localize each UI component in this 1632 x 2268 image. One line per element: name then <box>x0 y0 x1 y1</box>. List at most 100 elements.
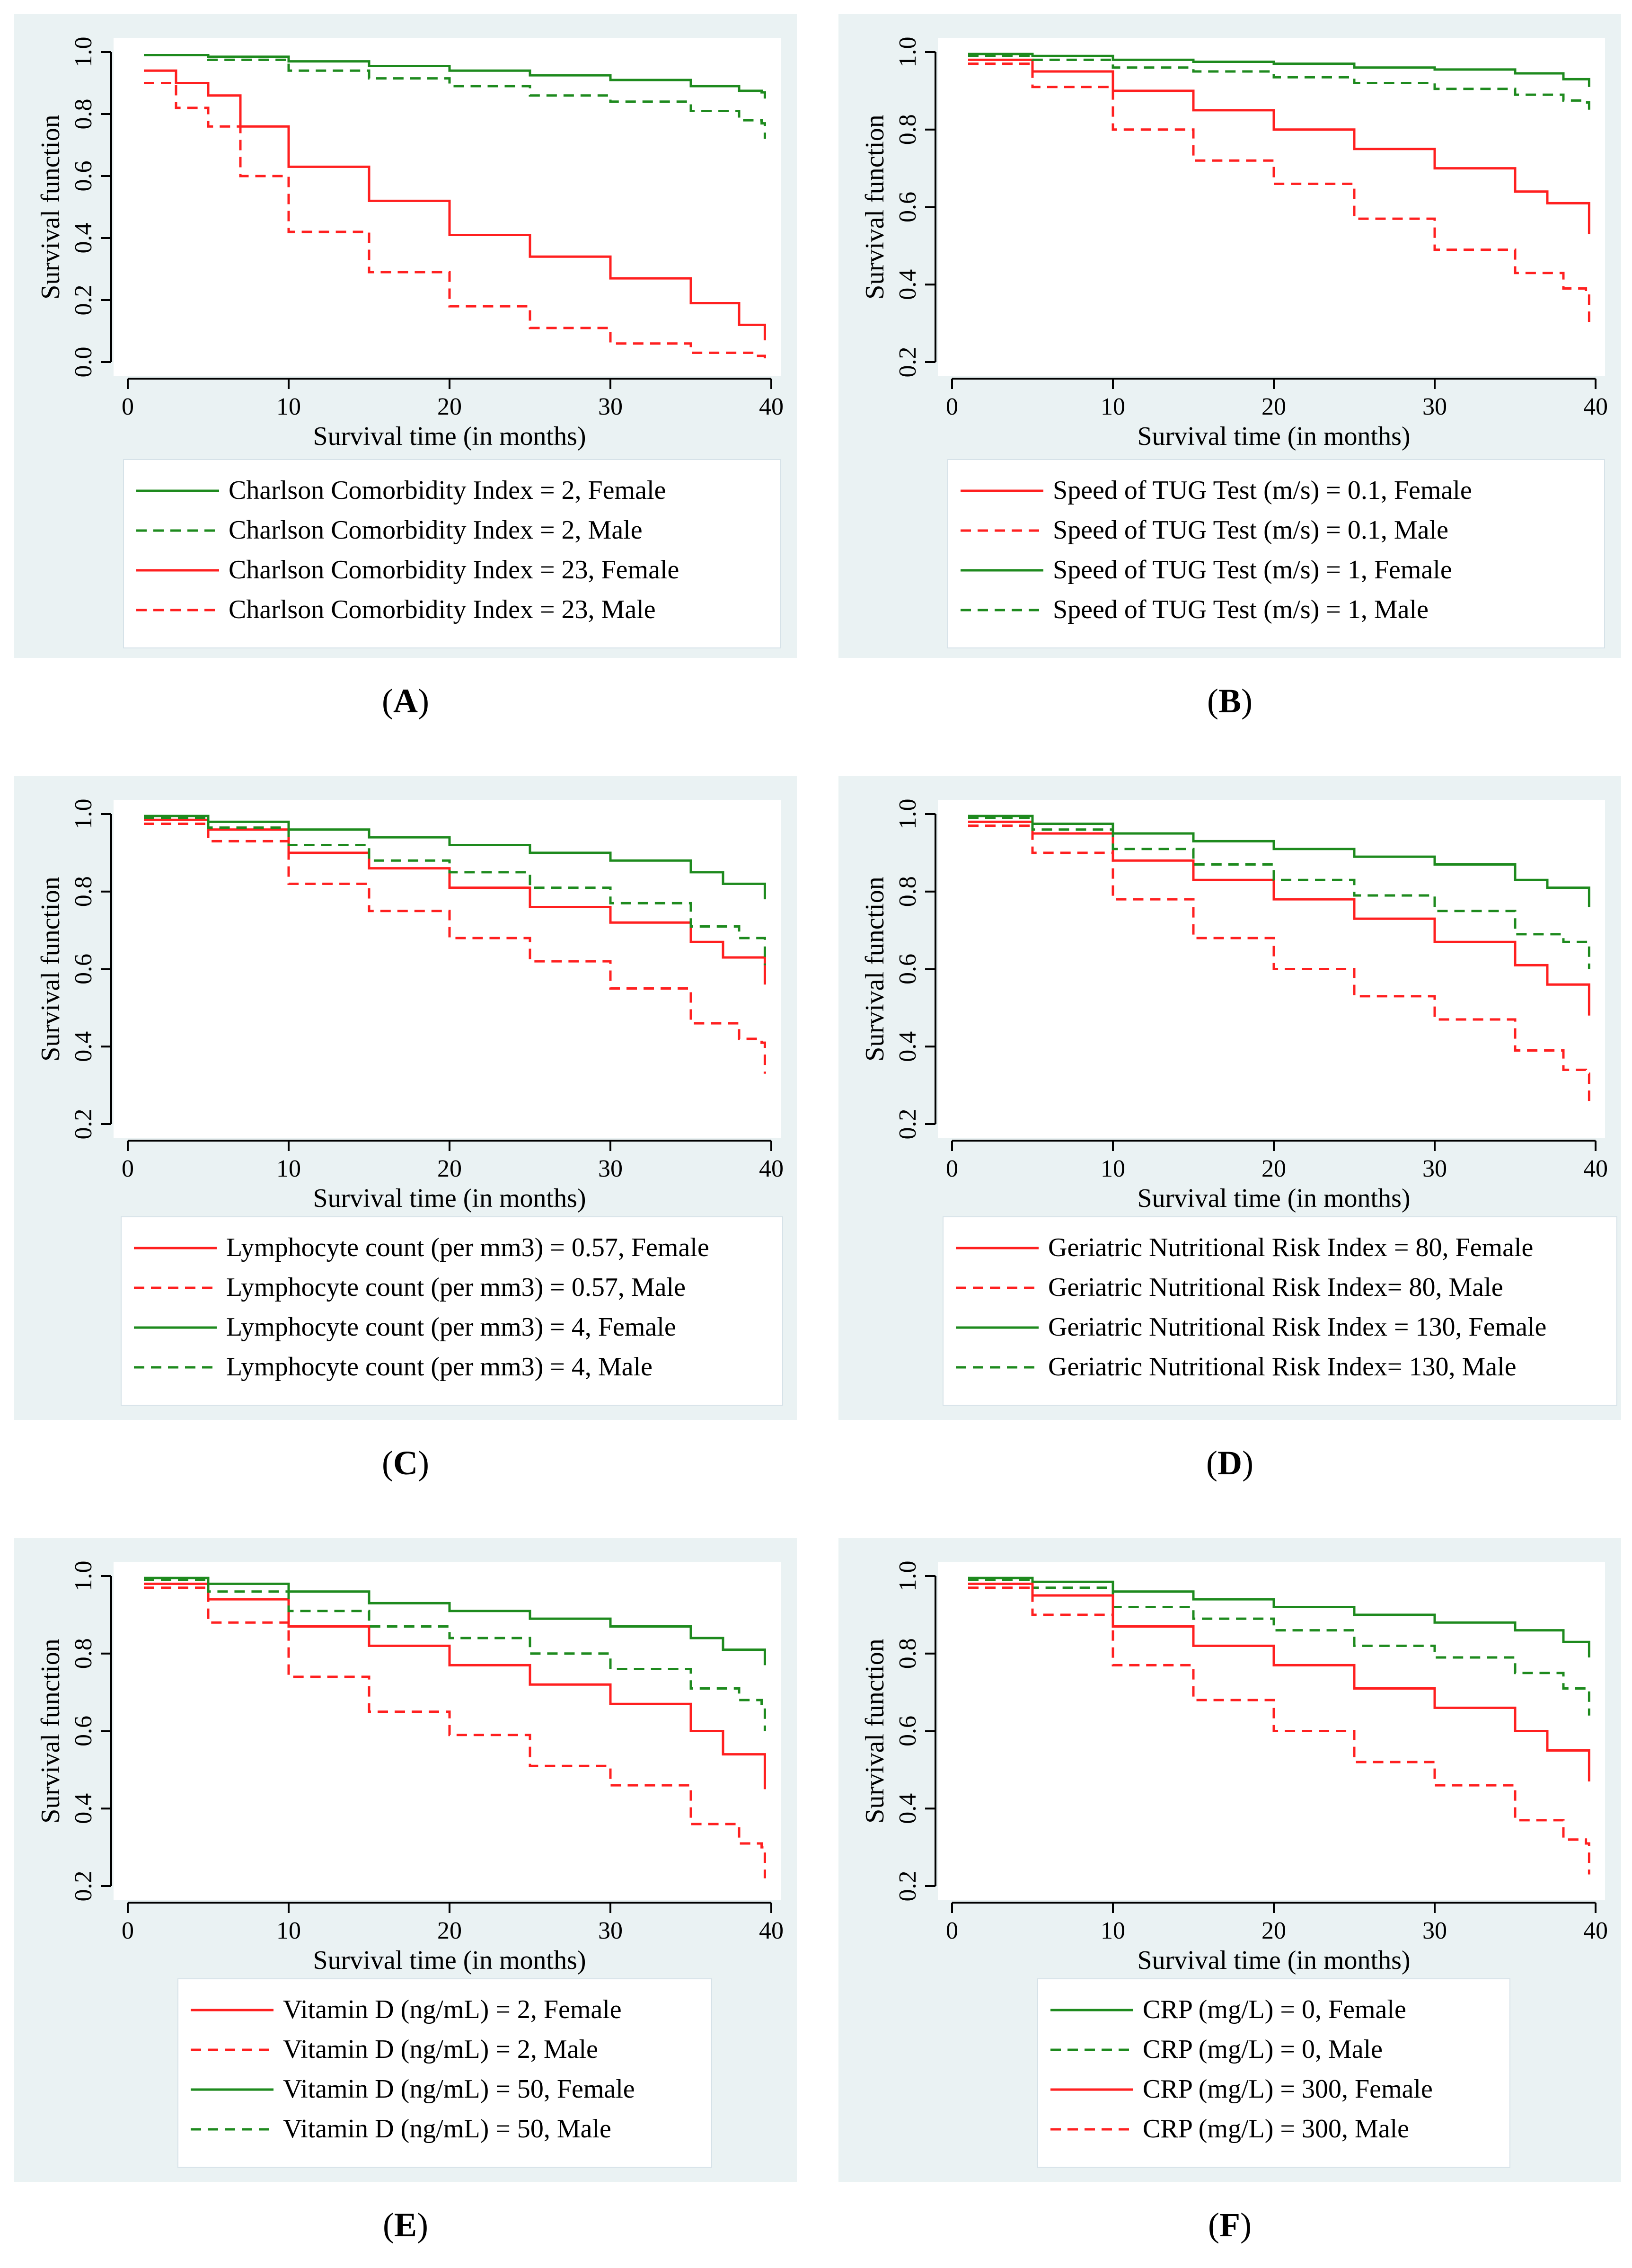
y-tick-label: 0.8 <box>894 114 921 145</box>
series-line-3 <box>968 815 1590 907</box>
x-tick-label: 30 <box>1422 1155 1447 1182</box>
x-tick-label: 30 <box>1422 1917 1447 1944</box>
series-line-4 <box>144 82 766 359</box>
legend-line-swatch <box>191 2088 273 2091</box>
legend-item: Geriatric Nutritional Risk Index= 80, Ma… <box>951 1267 1609 1307</box>
series-line-2 <box>968 824 1590 1105</box>
legend-item: Charlson Comorbidity Index = 2, Male <box>132 510 772 550</box>
legend-item: Lymphocyte count (per mm3) = 0.57, Femal… <box>129 1228 775 1267</box>
legend-line-swatch <box>191 2009 273 2011</box>
legend-label: CRP (mg/L) = 300, Male <box>1143 2114 1410 2144</box>
series-line-1 <box>968 58 1590 234</box>
legend-item: Speed of TUG Test (m/s) = 0.1, Female <box>956 470 1597 510</box>
y-axis-label: Survival function <box>36 877 65 1061</box>
y-tick-label: 0.4 <box>894 1793 921 1824</box>
series-line-3 <box>968 1582 1590 1781</box>
panel-label-e: (E) <box>383 2206 428 2244</box>
legend-item: Vitamin D (ng/mL) = 2, Female <box>186 1990 704 2029</box>
series-line-2 <box>968 62 1590 324</box>
legend-item: Speed of TUG Test (m/s) = 0.1, Male <box>956 510 1597 550</box>
x-tick-label: 10 <box>1101 393 1125 420</box>
legend-item: Charlson Comorbidity Index = 23, Male <box>132 590 772 629</box>
x-tick-label: 10 <box>276 393 301 420</box>
plot-area <box>938 1562 1605 1900</box>
y-tick-label: 0.6 <box>70 161 97 192</box>
legend-line-swatch <box>961 529 1043 532</box>
y-tick-label: 1.0 <box>894 1561 921 1592</box>
y-axis-label: Survival function <box>36 1639 65 1823</box>
legend-label: Vitamin D (ng/mL) = 2, Male <box>283 2035 598 2064</box>
series-line-1 <box>144 1582 766 1790</box>
panel-f: 0.2 0.4 0.6 0.8 1.0 Survival function 0 10 20 30 4… <box>838 1538 1621 2244</box>
legend-item: Lymphocyte count (per mm3) = 4, Male <box>129 1347 775 1387</box>
legend-label: Geriatric Nutritional Risk Index = 80, F… <box>1048 1233 1534 1262</box>
legend-line-swatch <box>956 1286 1039 1289</box>
legend-label: Speed of TUG Test (m/s) = 0.1, Male <box>1053 515 1448 545</box>
y-tick-label: 0.8 <box>70 1638 97 1669</box>
x-tick-label: 20 <box>1261 1155 1286 1182</box>
series-line-4 <box>968 816 1590 969</box>
plot-area <box>938 38 1605 376</box>
panel-a: 0.0 0.2 0.4 0.6 0.8 1.0 Survival function 0 10 20… <box>14 14 797 720</box>
x-axis-label: Survival time (in months) <box>313 422 586 451</box>
x-tick-label: 0 <box>122 1155 134 1182</box>
legend-line-swatch <box>956 1326 1039 1329</box>
x-tick-label: 10 <box>276 1155 301 1182</box>
panel-label-d: (D) <box>1206 1444 1253 1482</box>
legend-label: Geriatric Nutritional Risk Index = 130, … <box>1048 1312 1547 1342</box>
legend-label: Charlson Comorbidity Index = 23, Male <box>229 595 656 624</box>
y-tick-label: 1.0 <box>70 37 97 68</box>
y-axis-label: Survival function <box>860 1639 890 1823</box>
series-line-3 <box>144 1577 766 1666</box>
panel-c: 0.2 0.4 0.6 0.8 1.0 Survival function 0 10 20 30 4… <box>14 776 797 1482</box>
y-tick-label: 1.0 <box>70 799 97 830</box>
x-tick-label: 10 <box>276 1917 301 1944</box>
x-tick-label: 10 <box>1101 1917 1125 1944</box>
y-tick-label: 0.6 <box>894 192 921 222</box>
legend-item: Vitamin D (ng/mL) = 50, Female <box>186 2069 704 2109</box>
y-tick-label: 0.2 <box>894 347 921 378</box>
y-tick-label: 0.2 <box>894 1109 921 1140</box>
y-tick-label: 0.8 <box>70 876 97 907</box>
series-line-4 <box>968 1586 1590 1875</box>
legend-item: Vitamin D (ng/mL) = 50, Male <box>186 2109 704 2149</box>
legend-f: CRP (mg/L) = 0, Female CRP (mg/L) = 0, Ma… <box>1037 1978 1510 2168</box>
y-tick-label: 0.2 <box>70 1109 97 1140</box>
x-tick-label: 0 <box>122 1917 134 1944</box>
legend-label: Speed of TUG Test (m/s) = 1, Male <box>1053 595 1429 624</box>
legend-label: Lymphocyte count (per mm3) = 4, Female <box>226 1312 676 1342</box>
panel-label-a: (A) <box>382 682 429 720</box>
y-tick-label: 0.8 <box>894 876 921 907</box>
y-tick-label: 0.0 <box>70 347 97 378</box>
legend-label: Vitamin D (ng/mL) = 50, Female <box>283 2074 635 2104</box>
legend-c: Lymphocyte count (per mm3) = 0.57, Femal… <box>121 1216 783 1406</box>
legend-line-swatch <box>136 609 219 611</box>
y-tick-label: 0.2 <box>70 1871 97 1902</box>
legend-label: Speed of TUG Test (m/s) = 1, Female <box>1053 555 1452 585</box>
legend-line-swatch <box>134 1326 217 1329</box>
panel-d: 0.2 0.4 0.6 0.8 1.0 Survival function 0 10 20 30 4… <box>838 776 1621 1482</box>
series-line-3 <box>144 69 766 341</box>
legend-line-swatch <box>136 569 219 572</box>
x-tick-label: 20 <box>437 1155 462 1182</box>
x-tick-label: 20 <box>1261 1917 1286 1944</box>
legend-item: CRP (mg/L) = 300, Female <box>1046 2069 1502 2109</box>
x-tick-label: 20 <box>437 1917 462 1944</box>
y-axis-label: Survival function <box>36 115 65 299</box>
legend-line-swatch <box>961 489 1043 492</box>
plot-area <box>114 1562 781 1900</box>
y-tick-label: 0.4 <box>894 269 921 300</box>
x-tick-label: 40 <box>759 393 784 420</box>
series-line-4 <box>968 54 1590 114</box>
y-tick-label: 0.6 <box>894 954 921 984</box>
y-tick-label: 0.8 <box>894 1638 921 1669</box>
y-tick-label: 0.8 <box>70 99 97 130</box>
series-line-3 <box>144 815 766 900</box>
y-tick-label: 0.4 <box>70 223 97 254</box>
x-axis-label: Survival time (in months) <box>1137 422 1410 451</box>
x-tick-label: 10 <box>1101 1155 1125 1182</box>
series-line-4 <box>144 816 766 966</box>
x-tick-label: 0 <box>122 393 134 420</box>
legend-line-swatch <box>136 489 219 492</box>
plot-area <box>938 800 1605 1138</box>
